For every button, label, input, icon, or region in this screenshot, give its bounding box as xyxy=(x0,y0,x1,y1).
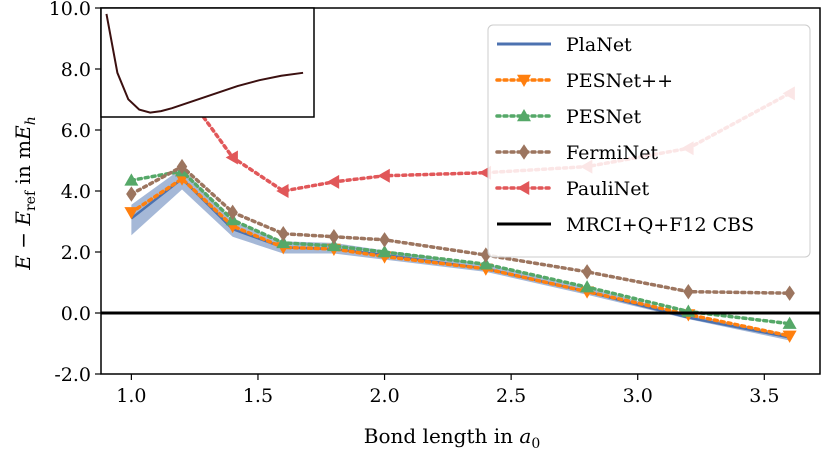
inset-frame xyxy=(100,7,315,118)
paulinet-point xyxy=(276,184,289,198)
pesnet-point xyxy=(276,235,291,249)
paulinet-point xyxy=(225,150,238,165)
y-tick-label: 4.0 xyxy=(61,181,91,203)
legend-pesnet-marker xyxy=(517,74,531,87)
y-tick-label: 8.0 xyxy=(61,59,91,81)
pesnet-point xyxy=(478,257,493,270)
x-tick-label: 3.5 xyxy=(749,385,779,407)
y-tick-label: 10.0 xyxy=(49,0,91,20)
tick-layer: 1.0 1.5 2.0 2.5 3.0 3.5 -2.0 0.0 2.0 4.0 6.0 8.0 10.… xyxy=(49,0,780,407)
inset-plot xyxy=(100,7,315,118)
inset-curve xyxy=(105,13,304,114)
x-tick-label: 2.5 xyxy=(496,385,526,407)
ferminet-point xyxy=(176,158,188,175)
ferminet-point xyxy=(126,186,137,202)
ferminet-point xyxy=(227,204,238,221)
pesnet-line xyxy=(129,177,792,338)
y-tick-label: 0.0 xyxy=(61,303,91,325)
x-tick-label: 2.0 xyxy=(369,385,399,407)
legend-mrci-q-f12-cbs-label: MRCI+Q+F12 CBS xyxy=(566,214,754,236)
ferminet-point xyxy=(328,229,340,245)
ferminet-point xyxy=(379,232,390,248)
y-tick-label: 6.0 xyxy=(61,120,91,142)
legend-paulinet-marker xyxy=(517,181,530,195)
legend-pesnet-marker xyxy=(517,109,531,122)
paulinet-line xyxy=(129,12,792,193)
x-tick-label: 3.0 xyxy=(623,385,653,407)
legend: PlaNet PESNet++ PESNet FermiNet PauliNet MRCI… xyxy=(487,24,811,258)
ferminet-point xyxy=(581,264,593,280)
ferminet-point xyxy=(784,285,795,301)
pesnet-point xyxy=(782,330,797,343)
series-layer xyxy=(101,7,820,343)
pesnet-point xyxy=(782,316,797,329)
pesnet-point xyxy=(377,245,392,258)
legend-box xyxy=(487,24,811,258)
legend-ferminet-label: FermiNet xyxy=(566,142,658,164)
pesnet-line xyxy=(129,169,792,326)
ferminet-line xyxy=(129,164,792,295)
legend-paulinet-label: PauliNet xyxy=(566,178,650,200)
x-axis-title: Bond length in a0 xyxy=(364,424,540,450)
pesnet-point xyxy=(580,280,595,293)
paulinet-point xyxy=(377,168,390,183)
legend-ferminet-marker xyxy=(518,144,530,160)
x-tick-label: 1.0 xyxy=(116,385,146,407)
legend-planet-label: PlaNet xyxy=(566,34,632,56)
y-axis-title: E − Eref in mEh xyxy=(11,116,39,270)
y-tick-label: -2.0 xyxy=(54,364,91,386)
paulinet-point xyxy=(326,174,340,189)
legend-pesnet-label: PESNet++ xyxy=(566,70,673,92)
ferminet-point xyxy=(683,283,694,300)
pesnet-point xyxy=(124,173,139,186)
pesnet-point xyxy=(124,207,139,220)
legend-pesnet-label: PESNet xyxy=(566,106,642,128)
ferminet-point xyxy=(278,226,289,242)
pesnet-point xyxy=(326,238,341,252)
x-tick-label: 1.5 xyxy=(243,385,273,407)
y-tick-label: 2.0 xyxy=(61,242,91,264)
